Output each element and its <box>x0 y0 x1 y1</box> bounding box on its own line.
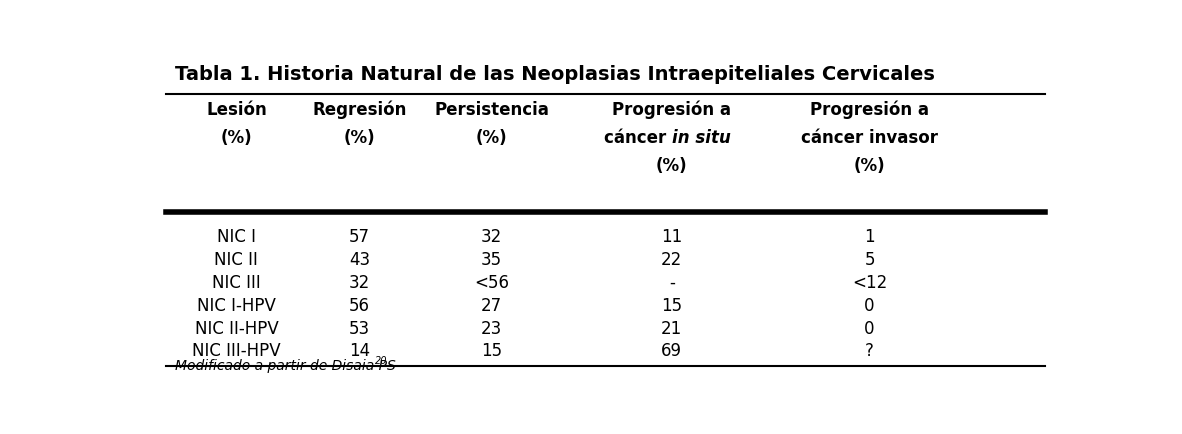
Text: 43: 43 <box>349 251 370 269</box>
Text: NIC I: NIC I <box>217 228 256 246</box>
Text: 32: 32 <box>349 274 370 292</box>
Text: -: - <box>669 274 675 292</box>
Text: (%): (%) <box>475 129 507 147</box>
Text: NIC III: NIC III <box>212 274 261 292</box>
Text: 22: 22 <box>661 251 682 269</box>
Text: Persistencia: Persistencia <box>434 101 548 118</box>
Text: 53: 53 <box>349 319 370 338</box>
Text: 57: 57 <box>349 228 370 246</box>
Text: 15: 15 <box>481 342 502 361</box>
Text: 14: 14 <box>349 342 370 361</box>
Text: (%): (%) <box>853 158 885 175</box>
Text: NIC II-HPV: NIC II-HPV <box>195 319 278 338</box>
Text: in situ: in situ <box>671 129 730 147</box>
Text: (%): (%) <box>221 129 252 147</box>
Text: <56: <56 <box>474 274 509 292</box>
Text: (%): (%) <box>656 158 688 175</box>
Text: 69: 69 <box>661 342 682 361</box>
Text: 0: 0 <box>864 319 875 338</box>
Text: Lesión: Lesión <box>206 101 267 118</box>
Text: 1: 1 <box>864 228 875 246</box>
Text: cáncer: cáncer <box>604 129 671 147</box>
Text: Tabla 1. Historia Natural de las Neoplasias Intraepiteliales Cervicales: Tabla 1. Historia Natural de las Neoplas… <box>175 66 935 85</box>
Text: 15: 15 <box>661 297 682 315</box>
Text: 0: 0 <box>864 297 875 315</box>
Text: cáncer invasor: cáncer invasor <box>801 129 939 147</box>
Text: <12: <12 <box>852 274 888 292</box>
Text: NIC I-HPV: NIC I-HPV <box>197 297 275 315</box>
Text: Modificado a partir de Disaia PS: Modificado a partir de Disaia PS <box>175 359 396 373</box>
Text: 21: 21 <box>661 319 682 338</box>
Text: 32: 32 <box>481 228 502 246</box>
Text: 56: 56 <box>349 297 370 315</box>
Text: ?: ? <box>865 342 873 361</box>
Text: Progresión a: Progresión a <box>612 101 732 119</box>
Text: 5: 5 <box>864 251 875 269</box>
Text: 20: 20 <box>375 356 387 366</box>
Text: Regresión: Regresión <box>312 101 407 119</box>
Text: 11: 11 <box>661 228 682 246</box>
Text: 23: 23 <box>481 319 502 338</box>
Text: (%): (%) <box>344 129 376 147</box>
Text: Progresión a: Progresión a <box>810 101 929 119</box>
Text: 35: 35 <box>481 251 502 269</box>
Text: NIC III-HPV: NIC III-HPV <box>193 342 281 361</box>
Text: 27: 27 <box>481 297 502 315</box>
Text: NIC II: NIC II <box>214 251 259 269</box>
